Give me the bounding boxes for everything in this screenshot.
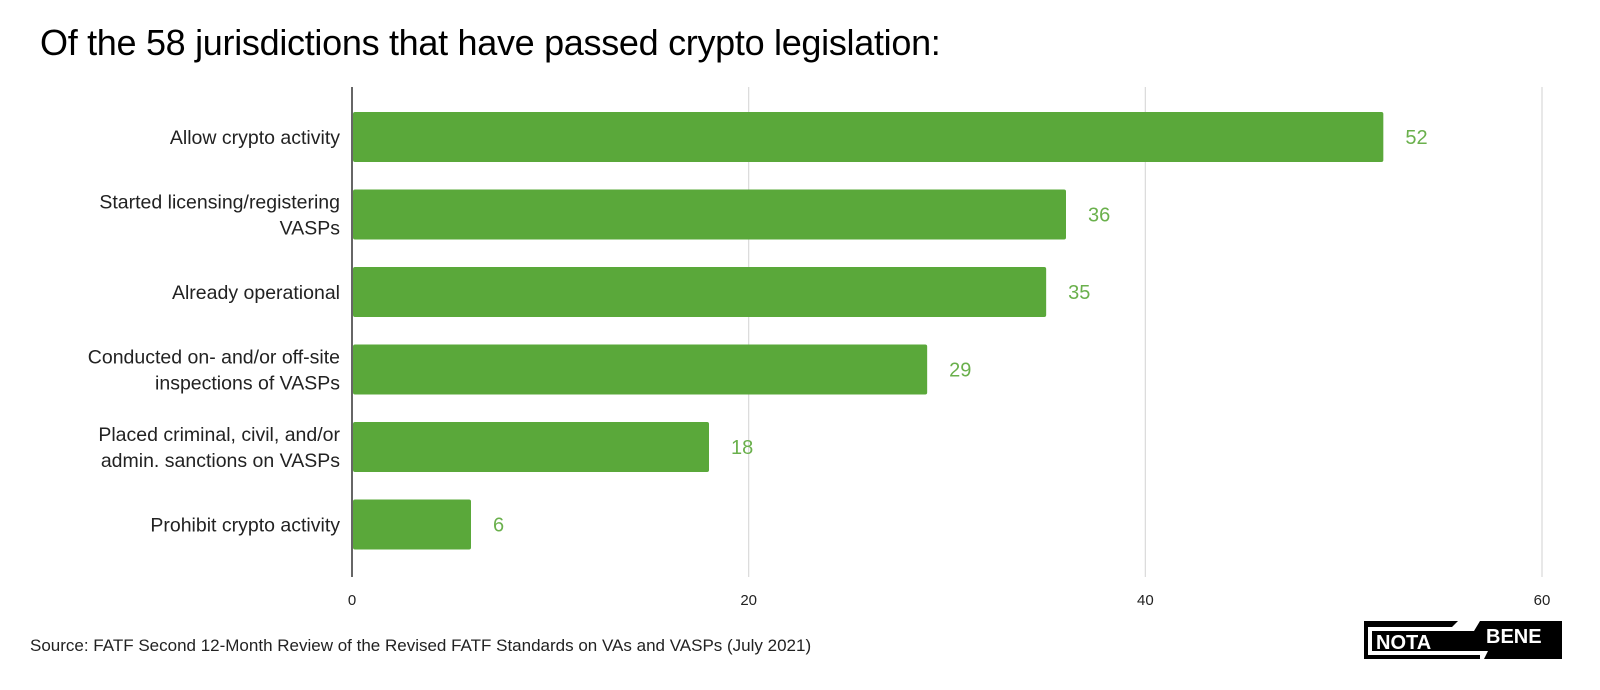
value-label: 29 xyxy=(949,360,971,382)
bar xyxy=(353,422,709,472)
bar xyxy=(353,112,1384,162)
logo-block xyxy=(1372,621,1562,659)
value-label: 18 xyxy=(731,437,753,459)
logo-text-bene: BENE xyxy=(1486,626,1542,648)
value-label: 52 xyxy=(1405,127,1427,149)
x-tick-label: 60 xyxy=(1534,592,1551,609)
value-label: 36 xyxy=(1088,205,1110,227)
bar xyxy=(353,267,1047,317)
category-label: Allow crypto activity xyxy=(170,127,340,149)
bar xyxy=(353,344,928,395)
logo-bottom-line xyxy=(1368,655,1480,659)
x-tick-label: 20 xyxy=(740,592,757,609)
gridlines xyxy=(748,87,1543,577)
chart-title: Of the 58 jurisdictions that have passed… xyxy=(40,22,941,63)
x-tick-labels: 0 20 40 60 xyxy=(348,592,1551,609)
category-label: Conducted on- and/or off-site inspections… xyxy=(88,347,340,395)
category-label: Already operational xyxy=(172,282,340,304)
bar-chart: Allow crypto activity Started licensing/r… xyxy=(88,87,1551,609)
value-labels: 52 36 35 29 18 6 xyxy=(493,127,1428,537)
value-label: 35 xyxy=(1068,282,1090,304)
bar xyxy=(353,499,471,550)
nota-bene-logo: NOTA BENE xyxy=(1364,621,1562,659)
category-label: Prohibit crypto activity xyxy=(150,515,340,537)
category-labels: Allow crypto activity Started licensing/r… xyxy=(88,127,341,537)
x-tick-label: 40 xyxy=(1137,592,1154,609)
value-label: 6 xyxy=(493,515,504,537)
bars xyxy=(353,112,1384,550)
x-tick-label: 0 xyxy=(348,592,356,609)
logo-text-nota: NOTA xyxy=(1376,632,1431,654)
category-label: Placed criminal, civil, and/or admin. san… xyxy=(98,424,340,472)
source-note: Source: FATF Second 12-Month Review of t… xyxy=(30,636,812,655)
logo-frame xyxy=(1364,621,1458,659)
category-label: Started licensing/registering VASPs xyxy=(99,192,340,240)
bar xyxy=(353,189,1066,240)
